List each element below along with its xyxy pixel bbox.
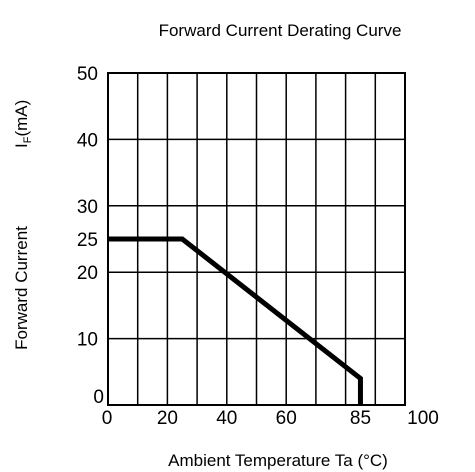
y-tick-label: 50 — [77, 64, 98, 85]
x-tick-label: 85 — [350, 408, 371, 429]
x-tick-label: 60 — [276, 408, 297, 429]
derating-curve — [108, 236, 363, 405]
y-tick-label: 40 — [77, 130, 98, 151]
x-tick-labels: 0 20 40 60 85 100 — [102, 408, 439, 429]
y-axis-unit: (mA) — [12, 100, 31, 137]
y-axis-symbol: IF(mA) — [12, 100, 34, 148]
x-tick-label: 100 — [407, 408, 439, 429]
grid — [108, 73, 405, 405]
y-tick-label: 25 — [77, 230, 98, 251]
y-tick-label: 30 — [77, 197, 98, 218]
x-axis-label: Ambient Temperature Ta (°C) — [168, 451, 388, 470]
y-axis-label-text: Forward Current — [12, 226, 31, 350]
y-axis-label: Forward Current IF(mA) — [12, 100, 34, 350]
y-tick-label: 0 — [93, 387, 104, 408]
x-tick-label: 20 — [157, 408, 178, 429]
chart-title: Forward Current Derating Curve — [159, 21, 402, 40]
x-tick-label: 40 — [216, 408, 237, 429]
x-tick-label: 0 — [102, 408, 113, 429]
y-axis-symbol-main: I — [12, 143, 31, 148]
y-tick-labels: 0 10 20 25 30 40 50 — [77, 64, 104, 408]
y-tick-label: 10 — [77, 330, 98, 351]
plot-area — [107, 72, 406, 406]
y-tick-label: 20 — [77, 263, 98, 284]
y-axis-symbol-subscript: F — [22, 136, 34, 143]
series-layer — [108, 236, 363, 405]
